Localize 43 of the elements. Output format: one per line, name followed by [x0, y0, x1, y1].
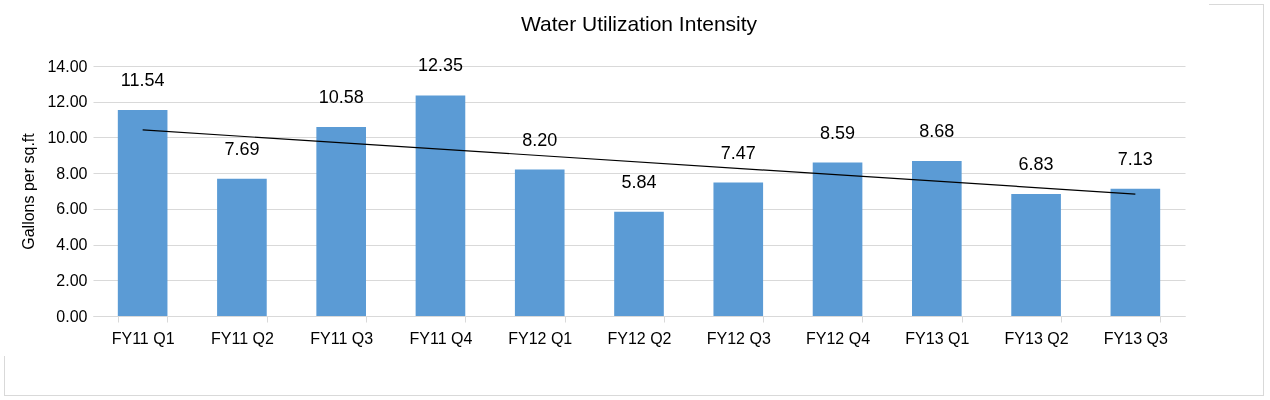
x-tick-label: FY12 Q4	[806, 329, 871, 347]
data-label: 8.20	[522, 129, 558, 150]
x-tick-label: FY12 Q2	[607, 329, 672, 347]
data-label: 8.68	[919, 121, 955, 141]
x-tick-label: FY11 Q1	[111, 329, 175, 347]
x-tick-label: FY12 Q3	[706, 329, 771, 347]
x-tick-label: FY13 Q1	[905, 329, 970, 347]
data-label: 8.59	[820, 122, 856, 143]
x-tick-label: FY12 Q1	[508, 329, 573, 347]
bar	[316, 127, 366, 316]
bar	[713, 182, 764, 316]
x-tick-label: FY13 Q2	[1004, 329, 1069, 347]
bar	[614, 211, 664, 316]
x-tick-label: FY13 Q3	[1103, 329, 1168, 347]
data-label: 7.69	[224, 138, 260, 159]
y-tick-label: 8.00	[56, 164, 88, 182]
y-tick-label: 14.00	[47, 57, 88, 75]
bar	[117, 109, 168, 316]
bar	[912, 161, 962, 316]
y-tick-label: 0.00	[56, 307, 88, 325]
bar	[1110, 188, 1161, 316]
x-tick-label: FY11 Q4	[409, 329, 473, 347]
data-label: 11.54	[120, 69, 165, 90]
bar	[1011, 194, 1061, 316]
x-tick-label: FY11 Q3	[310, 329, 374, 347]
y-axis-title: Gallons per sq.ft	[20, 132, 38, 250]
data-label: 6.83	[1018, 154, 1054, 175]
y-tick-label: 2.00	[56, 271, 88, 289]
data-label: 5.84	[621, 171, 657, 192]
bar	[812, 162, 863, 316]
y-tick-label: 12.00	[47, 93, 88, 111]
data-label: 7.47	[720, 142, 756, 163]
y-tick-label: 4.00	[56, 236, 88, 254]
bar	[514, 169, 565, 316]
x-tick-label: FY11 Q2	[210, 329, 274, 347]
data-label: 12.35	[417, 55, 463, 76]
y-tick-label: 10.00	[47, 128, 88, 146]
y-tick-label: 6.00	[56, 200, 88, 218]
bar	[415, 95, 466, 316]
chart-title: Water Utilization Intensity	[520, 12, 758, 36]
data-label: 7.13	[1117, 148, 1153, 169]
data-label: 10.58	[318, 87, 364, 108]
bar	[217, 178, 267, 316]
